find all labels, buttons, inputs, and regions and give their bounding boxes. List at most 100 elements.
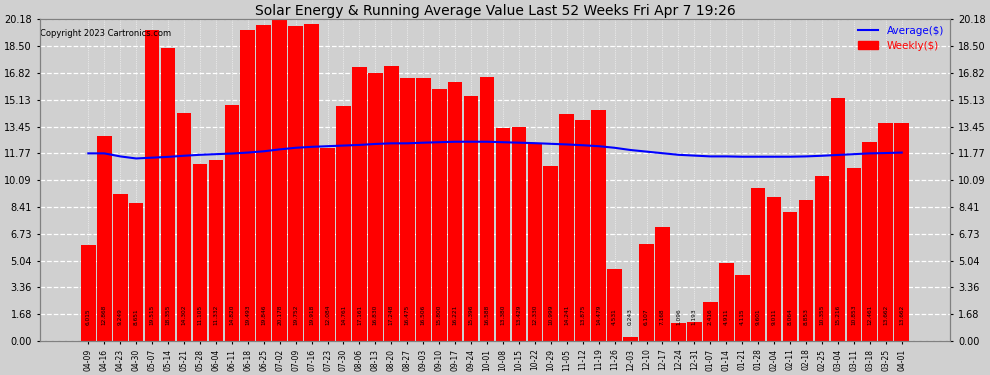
Text: 1.096: 1.096	[676, 308, 681, 325]
Text: 11.332: 11.332	[214, 304, 219, 325]
Text: 2.416: 2.416	[708, 308, 713, 325]
Bar	[337, 106, 350, 341]
Bar	[447, 82, 462, 341]
Text: 6.015: 6.015	[86, 308, 91, 325]
Bar	[894, 123, 909, 341]
Text: 12.461: 12.461	[867, 304, 872, 325]
Bar	[719, 262, 734, 341]
Bar	[640, 244, 653, 341]
Bar	[145, 30, 159, 341]
Text: 10.355: 10.355	[820, 304, 825, 325]
Bar	[304, 24, 319, 341]
Text: 17.248: 17.248	[389, 304, 394, 325]
Bar	[368, 73, 383, 341]
Text: 20.178: 20.178	[277, 304, 282, 325]
Legend: Average($), Weekly($): Average($), Weekly($)	[853, 21, 948, 55]
Bar	[400, 78, 415, 341]
Bar	[416, 78, 431, 341]
Text: 14.302: 14.302	[181, 304, 186, 325]
Bar	[735, 275, 749, 341]
Text: 19.493: 19.493	[246, 304, 250, 325]
Bar	[831, 99, 845, 341]
Text: 12.330: 12.330	[533, 304, 538, 325]
Text: 13.662: 13.662	[883, 304, 888, 325]
Bar	[384, 66, 399, 341]
Text: 14.479: 14.479	[596, 304, 601, 325]
Text: 19.515: 19.515	[149, 304, 154, 325]
Text: 16.506: 16.506	[421, 304, 426, 325]
Bar	[272, 20, 287, 341]
Bar	[767, 197, 781, 341]
Bar	[655, 227, 670, 341]
Text: 16.588: 16.588	[484, 304, 489, 325]
Text: 19.752: 19.752	[293, 304, 298, 325]
Text: 17.161: 17.161	[357, 305, 362, 325]
Text: 14.241: 14.241	[564, 304, 569, 325]
Text: 15.396: 15.396	[468, 304, 473, 325]
Text: 15.800: 15.800	[437, 304, 442, 325]
Bar	[607, 269, 622, 341]
Bar	[624, 337, 638, 341]
Bar	[512, 127, 527, 341]
Text: 19.846: 19.846	[261, 304, 266, 325]
Bar	[783, 212, 797, 341]
Bar	[209, 160, 223, 341]
Text: 7.168: 7.168	[660, 308, 665, 325]
Bar	[878, 123, 893, 341]
Bar	[496, 128, 510, 341]
Bar	[160, 48, 175, 341]
Bar	[193, 164, 207, 341]
Text: 19.918: 19.918	[309, 304, 314, 325]
Bar	[320, 148, 335, 341]
Text: 8.651: 8.651	[134, 308, 139, 325]
Text: 13.429: 13.429	[517, 304, 522, 325]
Bar	[846, 168, 861, 341]
Text: 1.193: 1.193	[692, 308, 697, 325]
Text: 13.380: 13.380	[501, 304, 506, 325]
Bar	[703, 303, 718, 341]
Text: 16.475: 16.475	[405, 304, 410, 325]
Text: 9.249: 9.249	[118, 308, 123, 325]
Text: 4.115: 4.115	[740, 308, 744, 325]
Bar	[113, 194, 128, 341]
Text: 16.221: 16.221	[452, 304, 457, 325]
Bar	[799, 200, 814, 341]
Bar	[352, 68, 366, 341]
Bar	[129, 203, 144, 341]
Bar	[256, 25, 271, 341]
Bar	[288, 26, 303, 341]
Text: 10.853: 10.853	[851, 304, 856, 325]
Bar	[225, 105, 240, 341]
Text: 13.875: 13.875	[580, 304, 585, 325]
Bar	[544, 166, 558, 341]
Bar	[480, 76, 494, 341]
Text: 9.601: 9.601	[755, 308, 760, 325]
Text: 10.999: 10.999	[548, 304, 553, 325]
Bar	[463, 96, 478, 341]
Text: 4.911: 4.911	[724, 308, 729, 325]
Bar	[575, 120, 590, 341]
Text: 11.105: 11.105	[197, 304, 202, 325]
Text: Copyright 2023 Cartronics.com: Copyright 2023 Cartronics.com	[41, 29, 171, 38]
Text: 8.853: 8.853	[804, 308, 809, 325]
Bar	[750, 188, 765, 341]
Bar	[81, 245, 96, 341]
Text: 12.084: 12.084	[325, 304, 330, 325]
Bar	[671, 324, 686, 341]
Bar	[687, 322, 702, 341]
Text: 13.662: 13.662	[899, 304, 904, 325]
Bar	[559, 114, 574, 341]
Bar	[241, 30, 255, 341]
Bar	[432, 89, 446, 341]
Text: 14.761: 14.761	[341, 304, 346, 325]
Text: 15.216: 15.216	[836, 304, 841, 325]
Text: 18.355: 18.355	[165, 304, 170, 325]
Title: Solar Energy & Running Average Value Last 52 Weeks Fri Apr 7 19:26: Solar Energy & Running Average Value Las…	[254, 4, 736, 18]
Bar	[528, 144, 543, 341]
Bar	[97, 136, 112, 341]
Bar	[591, 110, 606, 341]
Bar	[862, 142, 877, 341]
Text: 8.064: 8.064	[788, 308, 793, 325]
Text: 6.107: 6.107	[644, 308, 649, 325]
Text: 16.830: 16.830	[373, 304, 378, 325]
